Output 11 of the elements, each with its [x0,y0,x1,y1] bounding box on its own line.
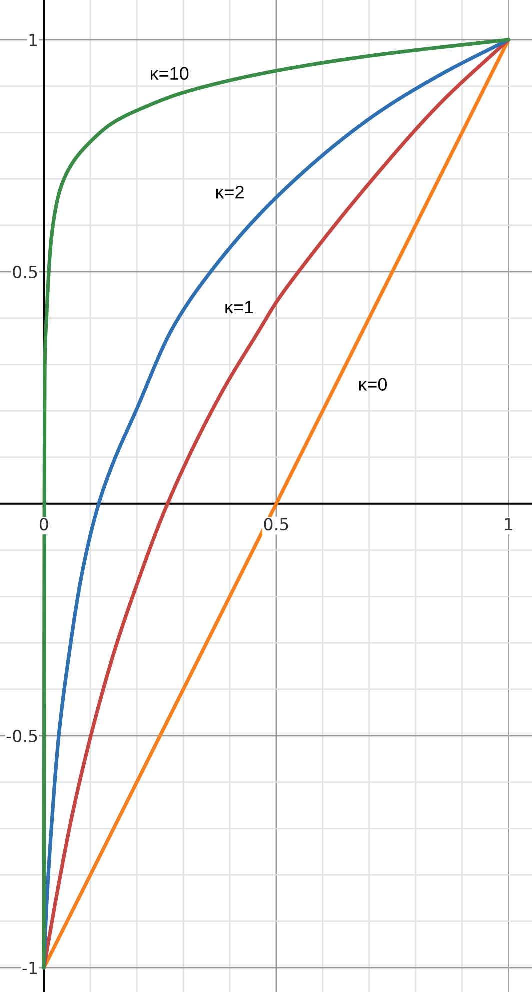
y-tick-label: 0.5 [13,266,38,278]
x-tick-label: 0 [40,518,48,531]
x-tick-label: 1 [505,518,513,530]
series-label: κ=2 [216,186,244,199]
y-tick-label: 1 [30,34,38,46]
x-tick-label: 0.5 [264,518,288,531]
y-tick-label: -0.5 [6,730,38,742]
series-label: κ=0 [359,378,388,391]
series-label: κ=10 [150,67,189,80]
y-tick-label: -1 [22,962,38,974]
series-label: κ=1 [226,301,254,314]
